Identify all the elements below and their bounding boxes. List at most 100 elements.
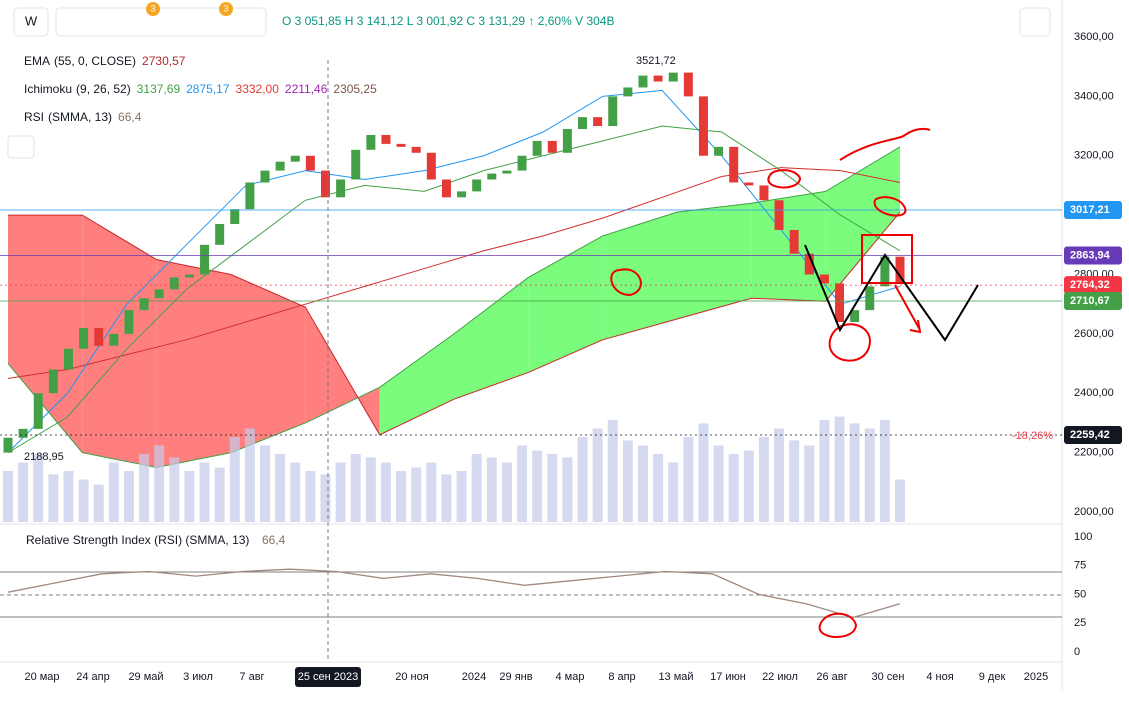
- candle: [880, 256, 890, 287]
- x-tick-label: 13 май: [658, 671, 693, 683]
- freehand: [839, 127, 931, 161]
- candle: [169, 277, 179, 290]
- candle: [653, 75, 663, 82]
- candle: [789, 229, 799, 254]
- candle: [562, 129, 572, 153]
- candle: [472, 179, 482, 192]
- candle: [683, 72, 693, 97]
- candle: [305, 155, 315, 171]
- badge: [146, 2, 160, 16]
- rsi-title: Relative Strength Index (RSI) (SMMA, 13): [26, 533, 249, 547]
- candle: [260, 170, 270, 183]
- x-tick-label: 4 мар: [556, 671, 585, 683]
- volume-bar: [93, 484, 104, 522]
- candle: [184, 274, 194, 278]
- volume-bar: [758, 437, 769, 522]
- volume-bar: [260, 445, 271, 522]
- collapse-button[interactable]: [7, 135, 35, 159]
- legend-value: 2730,57: [142, 54, 186, 68]
- y-tick-label: 3200,00: [1074, 150, 1114, 162]
- volume-bar: [139, 454, 150, 522]
- price-label: 2259,42: [1070, 429, 1110, 441]
- candle: [139, 298, 149, 311]
- price-label: 2863,94: [1070, 249, 1111, 261]
- y-tick-label: 2000,00: [1074, 506, 1114, 518]
- volume-bar: [653, 454, 664, 522]
- rsi-tick-label: 25: [1074, 617, 1086, 629]
- volume-bar: [169, 457, 180, 522]
- volume-bar: [849, 423, 860, 522]
- legend-value: 2875,17: [186, 82, 230, 96]
- cloud-segment: [602, 212, 677, 340]
- x-tick-label: 2024: [462, 671, 486, 683]
- volume-bar: [789, 440, 800, 522]
- volume-bar: [577, 437, 588, 522]
- candle: [411, 146, 421, 153]
- tenkan-line: [7, 89, 901, 453]
- legend-params: (SMMA, 13): [48, 110, 112, 124]
- candle: [200, 244, 210, 275]
- volume-bar: [48, 474, 59, 522]
- candle: [714, 146, 724, 156]
- candle: [835, 283, 845, 322]
- crosshair-date-box: [295, 667, 361, 687]
- x-tick-label: 20 мар: [24, 671, 59, 683]
- legend-item: Ichimoku (9, 26, 52) 3137,69 2875,17 3332,00…: [24, 82, 377, 96]
- x-tick-label: 25 сен 2023: [298, 671, 359, 683]
- candle: [94, 327, 104, 346]
- volume-bar: [199, 462, 210, 522]
- rsi-tick-label: 0: [1074, 646, 1080, 658]
- volume-bar: [879, 420, 890, 522]
- high-label: 3521,72: [636, 55, 676, 67]
- x-tick-label: 9 дек: [979, 671, 1006, 683]
- circle-drawing: [818, 612, 858, 638]
- x-tick-label: 8 апр: [608, 671, 635, 683]
- candle: [109, 333, 119, 346]
- volume-bar: [607, 420, 618, 522]
- ai-button[interactable]: [1019, 7, 1051, 37]
- volume-bar: [864, 428, 875, 522]
- interval-button[interactable]: [13, 7, 49, 37]
- x-tick-label: 30 сен: [872, 671, 905, 683]
- drawings: [327, 60, 979, 662]
- cloud-segment: [156, 259, 231, 468]
- volume-bar: [305, 471, 316, 522]
- volume-bar: [743, 450, 754, 522]
- volume-bar: [895, 479, 905, 522]
- candle: [759, 185, 769, 201]
- x-tick-label: 2025: [1024, 671, 1048, 683]
- legend-name: RSI: [24, 110, 44, 124]
- legend-value: 3332,00: [236, 82, 280, 96]
- volume-bar: [517, 445, 528, 522]
- volume-bar: [335, 462, 346, 522]
- volume-bar: [411, 467, 422, 522]
- tools[interactable]: [55, 7, 267, 37]
- volume-bar: [244, 428, 255, 522]
- volume-bar: [275, 454, 286, 522]
- volume-bar: [108, 462, 119, 522]
- candle: [320, 170, 330, 198]
- volume-bar: [78, 479, 89, 522]
- volume-bar: [154, 445, 165, 522]
- volume-bar: [229, 437, 240, 522]
- candle: [33, 393, 43, 429]
- candle: [79, 327, 89, 349]
- x-tick-label: 29 янв: [499, 671, 532, 683]
- legend-params: (55, 0, CLOSE): [54, 54, 136, 68]
- volume-bar: [426, 462, 437, 522]
- circle-drawing: [873, 196, 907, 217]
- candle: [230, 209, 240, 225]
- ema-line: [7, 167, 901, 379]
- volume-bar: [698, 423, 709, 522]
- rsi-tick-label: 75: [1074, 560, 1086, 572]
- legend-value: 3137,69: [137, 82, 181, 96]
- kijun-line: [7, 125, 901, 454]
- circle-drawing: [610, 268, 642, 297]
- volume-bar: [63, 471, 74, 522]
- volume-bar: [547, 454, 558, 522]
- volume-bar: [320, 474, 331, 522]
- volume-bar: [592, 428, 603, 522]
- legend-value: 2211,46: [285, 82, 328, 96]
- candle: [623, 87, 633, 97]
- price-label: 3017,21: [1070, 204, 1110, 216]
